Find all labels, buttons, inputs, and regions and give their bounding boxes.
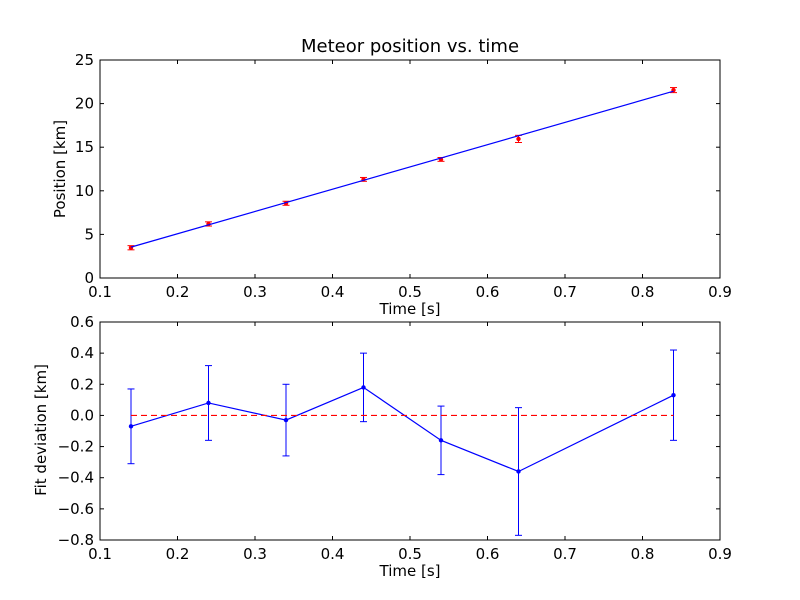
- position-plot-ytick-label: 20: [75, 95, 94, 113]
- position-plot-ytick-label: 10: [75, 182, 94, 200]
- position-plot: Meteor position vs. time Time [s] Positi…: [51, 36, 732, 318]
- deviation-plot-ytick-label: −0.2: [58, 438, 94, 456]
- deviation-plot: Time [s] Fit deviation [km] 0.1 0.2 0.3 0.4…: [32, 313, 732, 580]
- deviation-plot-xtick-label: 0.8: [631, 545, 655, 563]
- position-plot-ytick-label: 25: [75, 51, 94, 69]
- deviation-plot-ytick-label: −0.8: [58, 531, 94, 549]
- deviation-plot-frame: [99, 321, 721, 541]
- deviation-plot-ytick-label: −0.4: [58, 469, 94, 487]
- deviation-plot-xtick-label: 0.4: [321, 545, 345, 563]
- position-plot-ytick-label: 15: [75, 138, 94, 156]
- position-plot-series-1-line: [130, 90, 674, 248]
- deviation-plot-ytick-label: −0.6: [58, 500, 94, 518]
- deviation-plot-data-point: [283, 417, 289, 423]
- deviation-plot-ylabel: Fit deviation [km]: [32, 364, 50, 496]
- deviation-plot-data-point: [438, 438, 444, 443]
- deviation-plot-ytick-label: 0.0: [70, 406, 94, 424]
- position-plot-xtick-label: 0.3: [243, 283, 267, 301]
- position-plot-ylabel: Position [km]: [51, 120, 69, 218]
- position-plot-xtick-label: 0.8: [631, 283, 655, 301]
- position-plot-xlabel: Time [s]: [379, 300, 441, 318]
- deviation-plot-xtick-label: 0.1: [88, 545, 112, 563]
- position-plot-xtick-label: 0.6: [476, 283, 500, 301]
- position-plot-xtick-label: 0.5: [398, 283, 422, 301]
- position-plot-ytick-label: 5: [84, 225, 94, 243]
- deviation-plot-data-point: [128, 424, 134, 429]
- position-plot-xtick-label: 0.2: [166, 283, 190, 301]
- deviation-plot-xtick-label: 0.6: [476, 545, 500, 563]
- position-plot-xtick-label: 0.4: [321, 283, 345, 301]
- position-plot-frame: [99, 59, 721, 279]
- deviation-plot-xlabel: Time [s]: [379, 562, 441, 580]
- deviation-plot-xtick-label: 0.9: [708, 545, 732, 563]
- deviation-plot-data-point: [671, 392, 676, 398]
- deviation-plot-ytick-label: 0.6: [70, 313, 94, 331]
- deviation-plot-data-point: [516, 469, 521, 474]
- deviation-plot-xtick-label: 0.2: [166, 545, 190, 563]
- deviation-plot-data-point: [361, 385, 366, 390]
- deviation-plot-data-point: [206, 400, 211, 406]
- deviation-plot-ytick-label: 0.4: [70, 344, 94, 362]
- deviation-plot-ytick-label: 0.2: [70, 375, 94, 393]
- position-plot-xtick-label: 0.9: [708, 283, 732, 301]
- deviation-plot-xtick-label: 0.5: [398, 545, 422, 563]
- deviation-plot-xtick-label: 0.3: [243, 545, 267, 563]
- position-plot-ytick-label: 0: [84, 269, 94, 287]
- position-plot-xtick-label: 0.7: [553, 283, 577, 301]
- position-plot-xtick-label: 0.1: [88, 283, 112, 301]
- position-plot-data-point: [516, 136, 521, 142]
- position-plot-title: Meteor position vs. time: [301, 36, 519, 57]
- deviation-plot-xtick-label: 0.7: [553, 545, 577, 563]
